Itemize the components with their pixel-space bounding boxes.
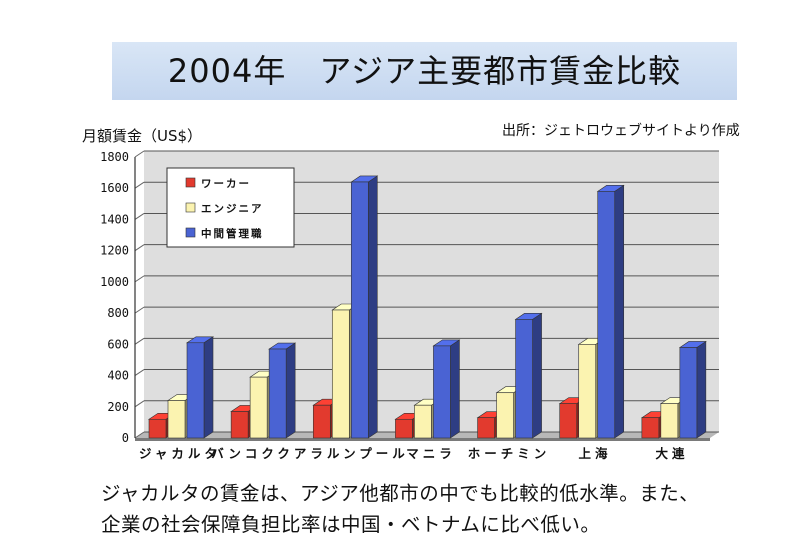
bar-side	[203, 336, 214, 439]
bar	[597, 191, 616, 439]
bar-side	[614, 184, 625, 439]
chart-floor-edge	[135, 438, 710, 441]
bar	[559, 403, 578, 439]
bar	[350, 181, 369, 439]
legend-swatch	[185, 227, 196, 238]
bar	[331, 309, 350, 439]
y-tick-label: 400	[107, 369, 129, 383]
legend-swatch	[185, 202, 196, 213]
legend-label: エンジニア	[201, 203, 264, 215]
caption-line-1: ジャカルタの賃金は、アジア他都市の中でも比較的低水準。また、	[101, 482, 700, 505]
gridline-depth	[134, 337, 145, 345]
caption-line-2: 企業の社会保障負担比率は中国・ベトナムに比べ低い。	[101, 513, 601, 536]
x-tick-label: 上海	[578, 446, 611, 461]
y-tick-label: 1400	[100, 212, 129, 226]
bar	[249, 376, 268, 439]
gridline-depth	[134, 369, 145, 376]
bar	[167, 400, 186, 439]
x-tick-label: 大連	[655, 446, 688, 461]
y-axis-label: 月額賃金（US$）	[82, 127, 203, 145]
bar-side	[450, 339, 460, 439]
y-tick-label: 800	[107, 306, 129, 320]
bar	[148, 418, 167, 439]
legend-label: 中間管理職	[201, 227, 264, 240]
title-band	[112, 42, 737, 100]
bar-side	[367, 175, 378, 439]
gridline-depth	[134, 400, 145, 408]
gridline-depth	[134, 275, 145, 283]
y-tick-label: 200	[107, 400, 129, 414]
y-tick-label: 1000	[100, 275, 129, 289]
bar	[268, 348, 287, 439]
source-note: 出所：ジェトロウェブサイトより作成	[502, 123, 740, 139]
bar	[641, 417, 660, 439]
bar	[477, 417, 495, 439]
x-tick-label: バンコククアラルンプール	[211, 446, 409, 461]
bar	[414, 404, 432, 439]
bar-side	[696, 340, 707, 439]
bar	[496, 392, 514, 439]
bar	[312, 404, 331, 439]
gridline-depth	[134, 181, 145, 189]
x-tick-label: マニラ	[406, 446, 456, 461]
gridline-depth	[134, 306, 145, 314]
bar	[679, 347, 698, 439]
y-tick-label: 0	[122, 431, 129, 445]
y-tick-label: 1600	[100, 181, 129, 195]
bar	[186, 342, 205, 439]
bar-side	[532, 312, 542, 439]
bar	[660, 403, 679, 439]
x-tick-label: ジャカルタ	[139, 446, 221, 461]
y-tick-label: 1800	[100, 150, 129, 164]
bar	[578, 344, 597, 439]
gridline-depth	[134, 244, 145, 252]
x-tick-label: ホーチミン	[468, 446, 551, 461]
bar-side	[285, 342, 296, 439]
bar	[395, 418, 413, 439]
legend-swatch	[185, 177, 196, 188]
y-tick-label: 600	[107, 337, 129, 351]
gridline-depth	[134, 213, 145, 220]
page-title: 2004年 アジア主要都市賃金比較	[167, 52, 682, 90]
y-tick-label: 1200	[100, 244, 129, 258]
gridline-depth	[134, 431, 145, 439]
gridline-depth	[134, 150, 145, 158]
bar	[515, 319, 533, 439]
bar	[433, 345, 451, 439]
legend-label: ワーカー	[201, 178, 251, 190]
bar	[230, 411, 249, 439]
